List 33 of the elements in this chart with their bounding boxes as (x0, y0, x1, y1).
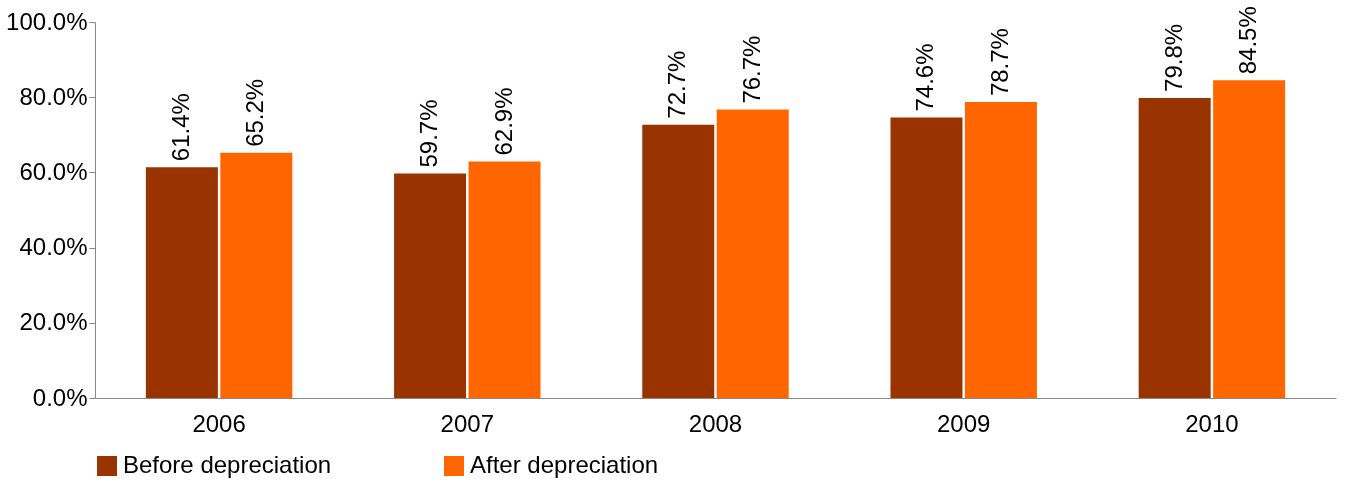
y-tick-label: 0.0% (32, 383, 88, 411)
x-tick-label: 2006 (192, 409, 246, 437)
bar (468, 161, 541, 398)
bar (890, 117, 963, 398)
bar (145, 167, 218, 398)
data-label: 61.4% (166, 93, 194, 162)
data-label: 72.7% (663, 50, 691, 119)
bar (642, 124, 715, 398)
y-tick-label: 40.0% (19, 233, 88, 261)
y-tick-label: 80.0% (19, 82, 88, 110)
x-tick-label: 2010 (1185, 409, 1239, 437)
data-label: 78.7% (985, 28, 1013, 97)
legend-label: Before depreciation (123, 451, 332, 478)
bar (394, 173, 467, 398)
y-tick-label: 60.0% (19, 157, 88, 185)
data-label: 62.9% (489, 87, 517, 156)
x-tick-label: 2008 (688, 409, 743, 437)
bar (964, 102, 1037, 398)
bar (1213, 80, 1286, 398)
bar (220, 152, 293, 398)
y-tick-label: 20.0% (19, 308, 88, 336)
legend-label: After depreciation (470, 451, 659, 478)
x-tick-label: 2009 (937, 409, 991, 437)
data-label: 76.7% (737, 35, 765, 104)
data-label: 59.7% (415, 99, 443, 168)
bar (716, 109, 789, 398)
y-tick-label: 100.0% (6, 7, 88, 35)
data-label: 79.8% (1159, 23, 1187, 92)
data-label: 74.6% (911, 43, 939, 112)
x-tick-label: 2007 (440, 409, 494, 437)
bar (1138, 97, 1211, 398)
data-label: 65.2% (241, 78, 269, 147)
data-label: 84.5% (1234, 6, 1262, 75)
